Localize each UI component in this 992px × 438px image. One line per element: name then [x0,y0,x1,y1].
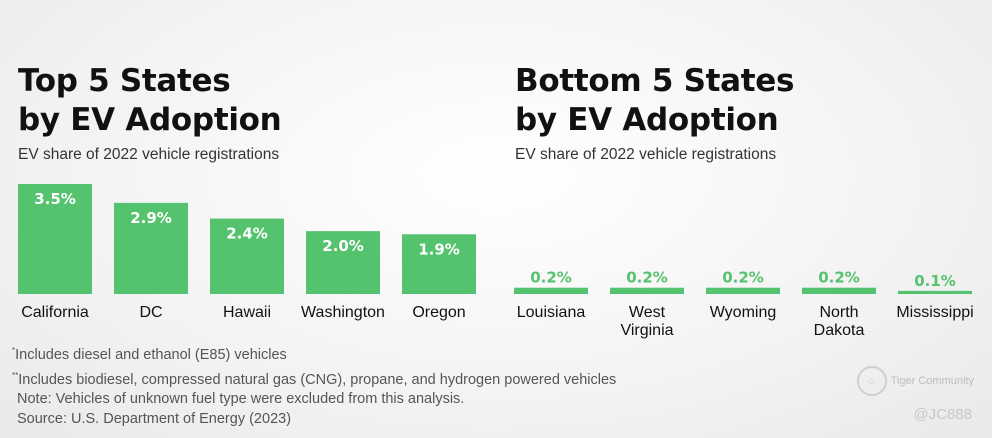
footnote-1: *Includes diesel and ethanol (E85) vehic… [12,341,616,366]
top-bar-oregon [402,234,476,294]
top-bar-hawaii [210,218,284,294]
footnote-source: Source: U.S. Department of Energy (2023) [17,410,292,427]
bottom-states-header: Bottom 5 States by EV Adoption EV share … [515,62,985,164]
footnote-2-text: Includes biodiesel, compressed natural g… [18,371,617,388]
tiger-logo-icon: ☼ [856,366,887,396]
footnote-2-mark: ** [12,370,19,380]
bottom-value-label: 0.1% [914,272,956,290]
top-category-label: California [21,304,89,321]
bottom-states-subtitle: EV share of 2022 vehicle registrations [515,146,777,163]
footnote-1-text: Includes diesel and ethanol (E85) vehicl… [15,347,287,363]
watermark-handle: @JC888 [913,406,972,423]
footnote-2: **Includes biodiesel, compressed natural… [12,366,616,391]
footnotes: *Includes diesel and ethanol (E85) vehic… [12,341,616,429]
bottom-category-label: North [819,304,858,321]
top-value-label: 1.9% [418,240,460,258]
charts-canvas: 3.5% California 2.9% DC 2.4% Hawaii 2.0% Washin… [18,184,974,339]
footnote-note: Note: Vehicles of unknown fuel type were… [17,391,465,407]
top-states-header: Top 5 States by EV Adoption EV share of … [18,62,488,164]
bottom-category-label: Wyoming [710,304,777,321]
top-states-title: Top 5 States by EV Adoption [18,63,282,138]
bottom-bar-west-virginia [610,287,684,294]
bottom-category-label: Dakota [814,322,865,339]
top-value-label: 2.0% [322,237,364,255]
bottom-value-label: 0.2% [626,269,668,287]
top-category-label: DC [139,304,162,321]
bottom-category-label: Louisiana [517,304,586,321]
top-bar-california [18,184,92,294]
top-category-label: Oregon [412,304,465,321]
top-category-label: Washington [301,304,385,321]
top-states-subtitle: EV share of 2022 vehicle registrations [18,146,280,163]
bottom-bar-north-dakota [802,287,876,294]
bottom-bar-mississippi [898,290,972,294]
bottom-bar-louisiana [514,287,588,294]
bottom-category-label: West [629,304,666,321]
top-bar-dc [114,202,188,294]
top-value-label: 3.5% [34,190,76,208]
top-value-label: 2.9% [130,209,172,227]
bottom-value-label: 0.2% [722,269,764,287]
bottom-states-title: Bottom 5 States by EV Adoption [515,63,795,138]
bottom-value-label: 0.2% [530,269,572,287]
footnote-1-mark: * [12,346,16,355]
bottom-value-label: 0.2% [818,269,860,287]
watermark-brand: Tiger Community [890,375,974,387]
watermark: ☼ Tiger Community [856,366,974,396]
bottom-bar-wyoming [706,287,780,294]
bottom-category-label: Mississippi [896,304,973,321]
top-bar-washington [306,231,380,294]
top-value-label: 2.4% [226,225,268,243]
bottom-category-label: Virginia [620,322,673,339]
top-category-label: Hawaii [223,304,271,321]
